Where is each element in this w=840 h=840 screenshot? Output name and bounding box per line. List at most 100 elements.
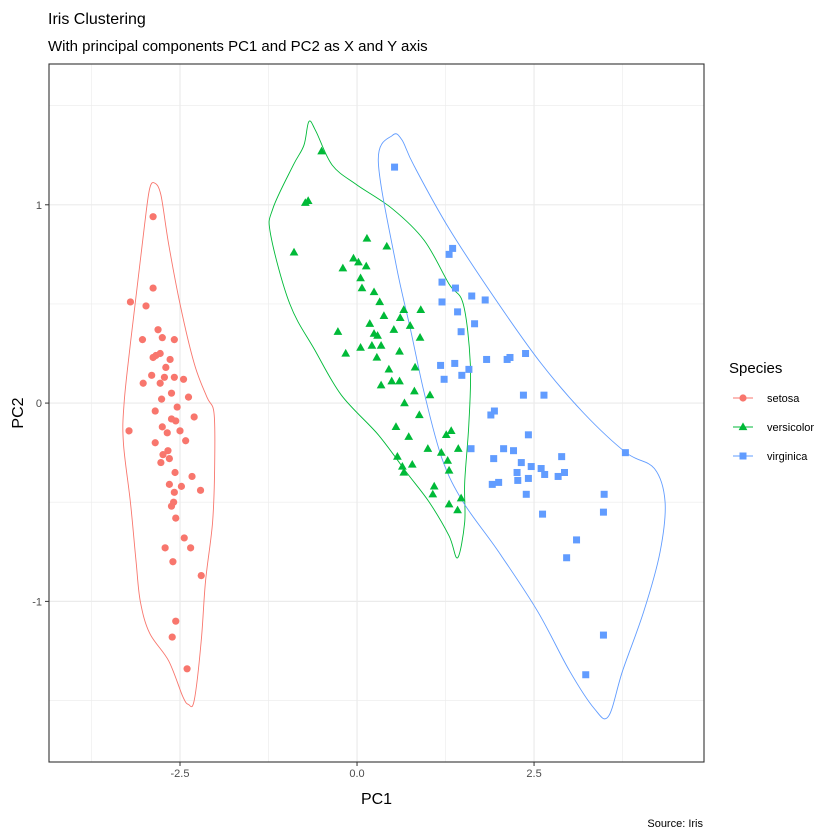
virginica-point	[391, 163, 399, 171]
setosa-point	[172, 617, 180, 625]
setosa-point	[149, 353, 157, 362]
versicolor-point	[365, 319, 375, 327]
versicolor-point	[376, 380, 386, 389]
versicolor-point	[373, 331, 382, 339]
virginica-point	[445, 250, 453, 258]
virginica-point	[438, 278, 446, 286]
versicolor-point	[379, 311, 389, 319]
versicolor-point	[289, 247, 299, 256]
versicolor-point	[416, 305, 426, 314]
setosa-point	[180, 534, 188, 542]
setosa-point	[158, 334, 166, 342]
versicolor-point	[333, 327, 343, 335]
setosa-point	[154, 326, 162, 334]
versicolor-point	[384, 364, 394, 373]
setosa-point	[149, 213, 157, 221]
virginica-point	[558, 453, 566, 461]
virginica-point	[539, 510, 547, 518]
setosa-point	[142, 302, 150, 310]
setosa-point	[165, 455, 173, 463]
versicolor-point	[429, 481, 439, 490]
setosa-point	[197, 572, 205, 580]
versicolor-point	[400, 398, 409, 407]
versicolor-point	[404, 432, 414, 440]
virginica-point	[621, 449, 629, 457]
versicolor-point	[443, 455, 453, 464]
versicolor-point	[387, 376, 397, 385]
virginica-point	[490, 455, 498, 463]
setosa-point	[125, 427, 133, 435]
versicolor-point	[444, 499, 454, 508]
chart-title: Iris Clustering	[48, 11, 146, 28]
legend-title: Species	[729, 360, 782, 377]
virginica-point	[451, 284, 459, 292]
versicolor-ellipse	[268, 120, 472, 559]
versicolor-point	[423, 444, 433, 452]
legend-keys: setosa versicolor virginica	[733, 393, 814, 463]
virginica-point	[517, 459, 525, 467]
versicolor-point	[456, 493, 466, 502]
setosa-point	[148, 371, 156, 379]
versicolor-point	[407, 459, 417, 468]
virginica-point	[599, 508, 607, 516]
versicolor-point	[428, 489, 438, 498]
virginica-point	[506, 353, 514, 361]
x-axis-title: PC1	[361, 791, 392, 808]
virginica-point	[561, 468, 569, 476]
setosa-point	[183, 665, 191, 673]
versicolor-point	[410, 386, 419, 395]
setosa-point	[163, 429, 171, 437]
versicolor-point	[341, 348, 351, 357]
virginica-point	[573, 536, 581, 544]
y-tick-label: 1	[36, 200, 42, 212]
major-gridlines	[49, 64, 704, 762]
setosa-point	[190, 413, 198, 421]
virginica-point	[582, 671, 590, 679]
versicolor-point	[375, 297, 385, 306]
virginica-point	[449, 244, 457, 252]
versicolor-point	[395, 313, 405, 321]
x-tick-label: 0.0	[349, 768, 364, 780]
setosa-point	[196, 486, 205, 494]
virginica-point	[513, 468, 521, 476]
versicolor-point	[395, 376, 404, 385]
plot-background	[49, 64, 704, 762]
setosa-point	[166, 355, 174, 364]
virginica-point	[495, 478, 503, 486]
virginica-point	[438, 298, 446, 306]
versicolor-point	[393, 452, 402, 460]
setosa-point	[172, 417, 180, 425]
versicolor-point	[399, 467, 409, 476]
setosa-point	[158, 423, 166, 431]
versicolor-point	[356, 342, 365, 351]
virginica-point	[554, 472, 562, 480]
setosa-point	[160, 373, 169, 381]
virginica-point	[540, 391, 548, 399]
plot-panel-border	[48, 63, 705, 763]
versicolor-point	[436, 448, 446, 456]
virginica-point	[514, 476, 522, 484]
versicolor-point	[453, 505, 462, 514]
legend-key-setosa	[739, 394, 747, 402]
y-axis-title: PC2	[10, 397, 27, 428]
setosa-point	[168, 633, 176, 641]
virginica-point	[451, 359, 459, 367]
versicolor-point	[367, 340, 377, 349]
versicolor-point	[446, 426, 456, 434]
x-tick-label: -2.5	[171, 768, 190, 780]
versicolor-point	[382, 241, 392, 250]
virginica-point	[437, 361, 445, 369]
axis-ticks: -2.5 0.0 2.5 -1 0 1	[32, 200, 541, 780]
setosa-point	[187, 544, 195, 552]
virginica-point	[500, 445, 508, 453]
setosa-point	[182, 437, 190, 445]
virginica-point	[487, 411, 495, 419]
versicolor-point	[303, 196, 313, 204]
versicolor-point	[354, 257, 363, 266]
setosa-point	[184, 393, 193, 401]
setosa-point	[161, 544, 169, 552]
virginica-point	[481, 296, 489, 304]
virginica-point	[454, 308, 462, 316]
y-tick-label: -1	[32, 596, 42, 608]
